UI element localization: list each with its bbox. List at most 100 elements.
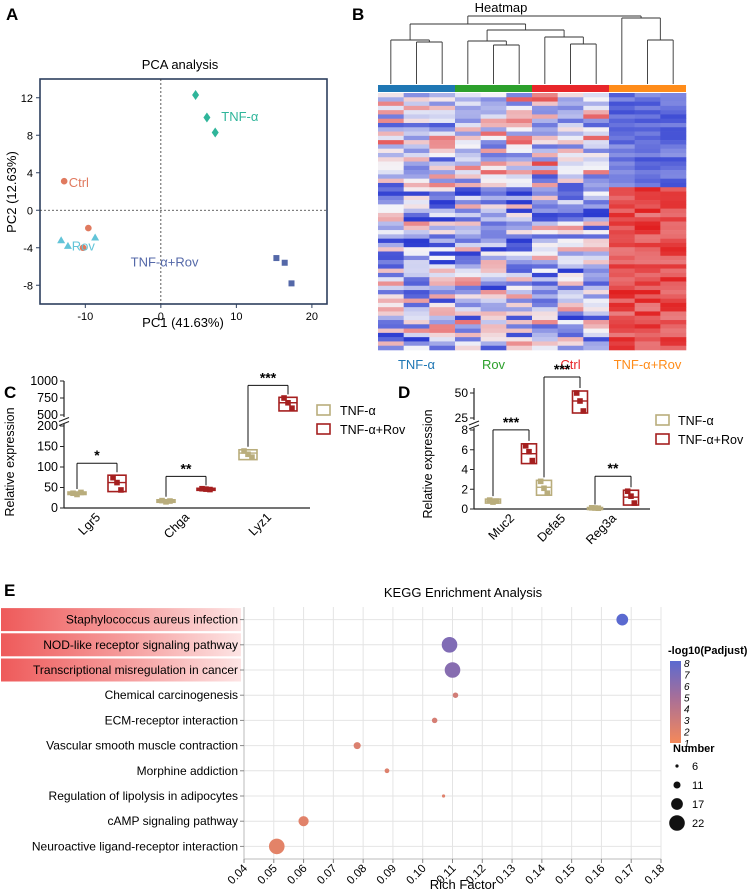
heatmap-cell (634, 315, 661, 321)
heatmap-cell (557, 251, 584, 257)
heatmap-cell (609, 152, 635, 158)
x-tick-label: 0.08 (345, 863, 369, 887)
heatmap-cell (583, 204, 610, 209)
pathway-label: Neuroactive ligand-receptor interaction (32, 839, 238, 853)
heatmap-cell (634, 174, 661, 179)
heatmap-cell (532, 191, 558, 197)
data-point (628, 493, 634, 499)
heatmap-cell (378, 337, 404, 342)
heatmap-cell (378, 294, 404, 299)
heatmap-cell (634, 135, 661, 141)
heatmap-group-bar (532, 85, 609, 92)
heatmap-cell (634, 165, 661, 171)
heatmap-cell (532, 225, 558, 231)
panel-d-legend: TNF-α TNF-α+Rov (655, 414, 744, 447)
heatmap-cell (583, 324, 610, 329)
heatmap-cell (429, 118, 456, 124)
heatmap-cell (403, 264, 430, 269)
heatmap-cell (429, 230, 456, 235)
pca-point (60, 177, 68, 185)
heatmap-cell (557, 182, 584, 188)
heatmap-cell (609, 131, 635, 137)
heatmap-cell (378, 311, 404, 317)
heatmap-cell (532, 101, 558, 107)
heatmap-cell (506, 170, 533, 175)
heatmap-cell (532, 234, 558, 239)
heatmap-cell (403, 204, 430, 209)
heatmap-cell (557, 97, 584, 102)
heatmap-cell (429, 191, 456, 197)
heatmap-cell (660, 307, 687, 312)
heatmap-cell (403, 320, 430, 325)
data-point (588, 505, 595, 511)
heatmap-cell (480, 204, 507, 209)
size-legend-dot (669, 815, 685, 831)
pca-point (57, 236, 66, 244)
heatmap-cell (660, 93, 687, 98)
heatmap-cell (480, 174, 507, 179)
heatmap-cell (609, 105, 635, 111)
heatmap-cell (557, 341, 584, 347)
heatmap-cell (557, 195, 584, 201)
y-tick-label: 0 (51, 501, 58, 515)
heatmap-cell (455, 118, 481, 124)
heatmap-cell (506, 260, 533, 265)
heatmap-cell (455, 148, 481, 154)
heatmap-cell (378, 187, 404, 192)
heatmap-cell (455, 320, 481, 325)
heatmap-cell (609, 298, 635, 304)
heatmap-panel: Heatmap TNF-α Rov Ctrl TNF-α+Rov (378, 0, 687, 372)
heatmap-cell (429, 127, 456, 132)
axis-break (58, 416, 70, 423)
heatmap-cell (403, 337, 430, 342)
heatmap-cell (455, 294, 481, 299)
heatmap-cell (532, 320, 558, 325)
heatmap-cell (532, 135, 558, 141)
heatmap-cell (506, 118, 533, 124)
heatmap-cell (660, 251, 687, 257)
heatmap-cell (429, 332, 456, 338)
heatmap-cell (660, 187, 687, 192)
heatmap-cell (506, 135, 533, 141)
data-point (167, 498, 173, 504)
heatmap-cell (583, 187, 610, 192)
heatmap-cell (403, 341, 430, 347)
heatmap-cell (660, 101, 687, 107)
y-tick-label: 50 (455, 386, 469, 400)
heatmap-cell (403, 135, 430, 141)
heatmap-cell (634, 320, 661, 325)
heatmap-cell (609, 204, 635, 209)
heatmap-cell (634, 337, 661, 342)
heatmap-cell (480, 277, 507, 282)
heatmap-cell (557, 152, 584, 158)
x-tick-label: 0.07 (315, 863, 339, 887)
heatmap-cell (403, 200, 430, 205)
significance-stars: *** (554, 361, 571, 377)
legend-label-tnf: TNF-α (340, 404, 376, 418)
heatmap-cell (429, 328, 456, 334)
heatmap-cell (634, 217, 661, 222)
heatmap-cell (429, 131, 456, 137)
data-point (490, 499, 496, 505)
heatmap-cell (506, 131, 533, 137)
heatmap-cell (660, 290, 687, 295)
heatmap-cell (634, 225, 661, 231)
heatmap-cell (480, 290, 507, 295)
heatmap-cell (609, 311, 635, 317)
heatmap-cell (557, 161, 584, 167)
heatmap-cell (583, 272, 610, 278)
heatmap-cell (480, 217, 507, 222)
heatmap-cell (634, 294, 661, 299)
heatmap-cell (609, 345, 635, 351)
heatmap-cell (609, 285, 635, 291)
heatmap-cell (583, 294, 610, 299)
heatmap-cell (634, 255, 661, 261)
heatmap-cell (378, 118, 404, 124)
heatmap-cell (506, 127, 533, 132)
heatmap-cell (609, 195, 635, 201)
heatmap-cell (429, 200, 456, 205)
heatmap-cell (506, 110, 533, 115)
heatmap-cell (506, 97, 533, 102)
heatmap-cell (583, 251, 610, 257)
heatmap-cell (660, 315, 687, 321)
